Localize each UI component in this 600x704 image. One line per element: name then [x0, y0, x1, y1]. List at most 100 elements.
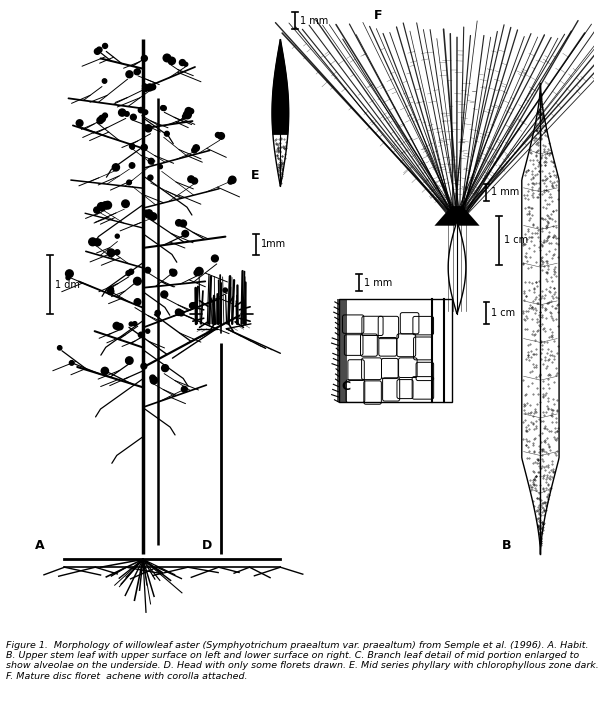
Circle shape	[104, 201, 112, 209]
Circle shape	[161, 106, 166, 111]
Circle shape	[182, 115, 187, 119]
Circle shape	[103, 113, 107, 118]
Circle shape	[126, 71, 133, 77]
Text: D: D	[202, 539, 212, 551]
Circle shape	[146, 210, 152, 216]
Circle shape	[170, 270, 177, 276]
Circle shape	[94, 207, 100, 213]
Text: 1 dm: 1 dm	[55, 279, 80, 289]
Circle shape	[97, 47, 102, 52]
Circle shape	[150, 377, 158, 384]
Circle shape	[130, 145, 134, 149]
Circle shape	[99, 115, 106, 122]
Circle shape	[223, 288, 227, 292]
Text: 1 cm: 1 cm	[491, 308, 515, 318]
Circle shape	[150, 375, 155, 381]
Circle shape	[126, 271, 131, 275]
Circle shape	[115, 234, 119, 238]
Circle shape	[134, 69, 139, 75]
Polygon shape	[448, 221, 466, 314]
Circle shape	[188, 108, 194, 114]
Circle shape	[112, 164, 119, 171]
Circle shape	[70, 360, 74, 365]
Circle shape	[97, 117, 103, 124]
Circle shape	[141, 363, 147, 369]
Circle shape	[66, 275, 70, 279]
Circle shape	[129, 322, 133, 326]
Circle shape	[76, 120, 83, 127]
Circle shape	[155, 310, 160, 315]
Circle shape	[170, 269, 173, 273]
Circle shape	[193, 145, 199, 151]
Circle shape	[211, 255, 218, 262]
Circle shape	[141, 144, 147, 151]
Circle shape	[109, 287, 113, 291]
Circle shape	[184, 63, 188, 66]
Polygon shape	[272, 39, 289, 134]
Text: 1 mm: 1 mm	[364, 277, 392, 288]
Circle shape	[130, 144, 134, 149]
Circle shape	[149, 213, 157, 220]
Circle shape	[191, 178, 197, 184]
Circle shape	[103, 44, 107, 49]
Text: 1 mm: 1 mm	[300, 15, 328, 25]
Circle shape	[117, 324, 123, 329]
Circle shape	[145, 211, 152, 218]
Circle shape	[100, 206, 105, 211]
Polygon shape	[434, 206, 479, 226]
Circle shape	[176, 220, 182, 226]
Text: 1mm: 1mm	[261, 239, 286, 249]
Circle shape	[229, 176, 236, 184]
Circle shape	[192, 148, 197, 153]
Circle shape	[148, 158, 154, 164]
Circle shape	[58, 346, 62, 350]
Circle shape	[218, 132, 224, 139]
Circle shape	[125, 357, 133, 364]
Text: A: A	[35, 539, 44, 551]
Text: 1 cm: 1 cm	[504, 235, 528, 246]
Circle shape	[115, 250, 120, 255]
Circle shape	[161, 106, 165, 111]
Ellipse shape	[452, 212, 462, 220]
Circle shape	[102, 202, 108, 208]
Bar	[339, 299, 452, 403]
Circle shape	[94, 49, 100, 54]
Circle shape	[139, 108, 143, 113]
Circle shape	[185, 108, 192, 115]
Circle shape	[150, 84, 155, 90]
Circle shape	[184, 111, 191, 119]
Circle shape	[142, 84, 147, 88]
Circle shape	[188, 176, 194, 182]
Text: Figure 1.  Morphology of willowleaf aster (Symphyotrichum praealtum var. praealt: Figure 1. Morphology of willowleaf aster…	[6, 641, 599, 681]
Text: E: E	[251, 168, 259, 182]
Circle shape	[130, 114, 136, 120]
Polygon shape	[337, 299, 347, 403]
Circle shape	[215, 132, 220, 137]
Circle shape	[94, 239, 101, 246]
Circle shape	[127, 180, 131, 184]
Circle shape	[228, 180, 233, 184]
Circle shape	[107, 288, 114, 295]
Text: 1 mm: 1 mm	[491, 187, 520, 197]
Circle shape	[129, 163, 135, 168]
Circle shape	[103, 79, 107, 83]
Circle shape	[89, 238, 97, 246]
Circle shape	[158, 165, 163, 169]
Circle shape	[145, 268, 151, 273]
Text: B: B	[502, 539, 512, 551]
Circle shape	[142, 56, 148, 61]
Circle shape	[97, 203, 105, 210]
Circle shape	[179, 310, 184, 316]
Circle shape	[190, 303, 196, 308]
Circle shape	[124, 112, 129, 116]
Circle shape	[146, 329, 150, 333]
Circle shape	[143, 210, 149, 217]
Circle shape	[181, 386, 187, 392]
Circle shape	[179, 220, 187, 227]
Circle shape	[193, 303, 197, 307]
Circle shape	[113, 322, 120, 329]
Circle shape	[163, 54, 171, 62]
Circle shape	[164, 132, 169, 136]
Circle shape	[107, 249, 115, 257]
Circle shape	[126, 358, 131, 363]
